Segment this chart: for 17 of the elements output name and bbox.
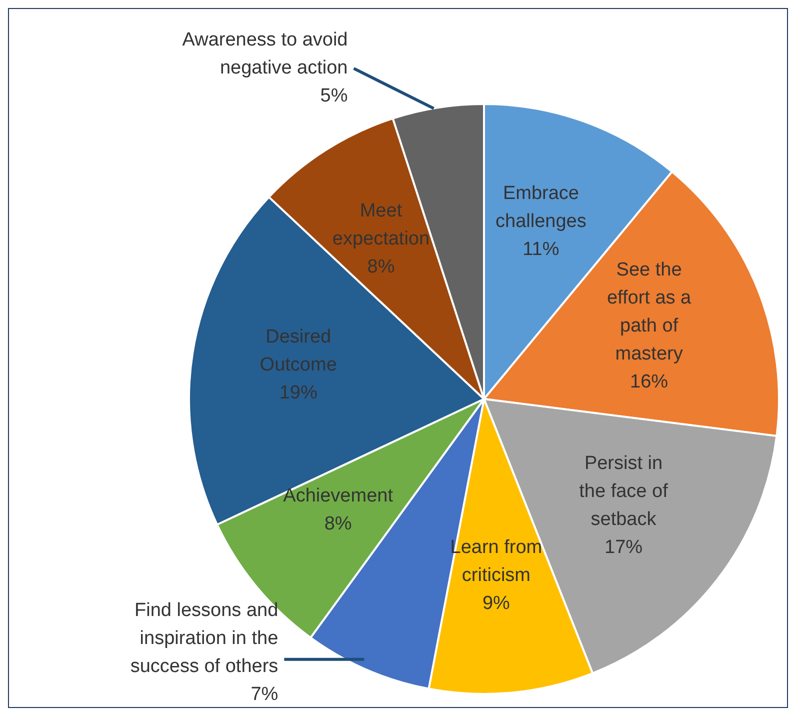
slice-label: Achievement <box>283 486 394 507</box>
slice-label: Embrace challenges <box>496 182 586 232</box>
slice-label: Meet expectation <box>332 200 430 250</box>
slice-label: See the effort as a path of mastery <box>606 260 692 365</box>
data-label: 7% <box>250 684 278 706</box>
data-label: 11% <box>522 238 560 260</box>
slice-label: Awareness to avoid negative action <box>182 29 348 78</box>
data-label: 8% <box>367 256 395 278</box>
data-label: 19% <box>279 382 318 404</box>
data-label: 17% <box>604 537 643 558</box>
data-label: 16% <box>630 372 668 393</box>
data-label: 5% <box>320 85 348 106</box>
slice-label: Persist in the face of setback <box>579 453 669 530</box>
slice-label: Desired Outcome <box>260 326 337 376</box>
data-label: 9% <box>482 593 510 614</box>
data-label: 8% <box>324 514 352 535</box>
slice-label: Find lessons and inspiration in the success of others <box>130 600 278 678</box>
